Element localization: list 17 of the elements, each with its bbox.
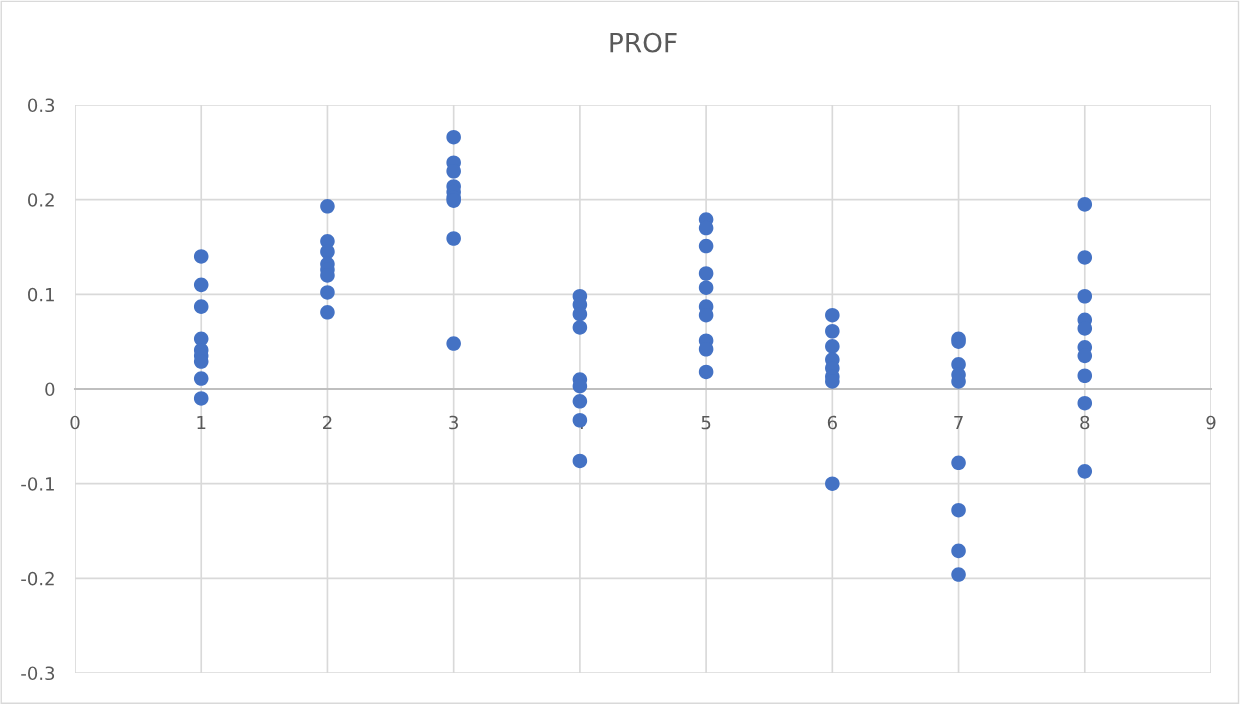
- x-tick-label: 2: [323, 415, 332, 430]
- x-tick-label: 0: [70, 415, 80, 430]
- y-tick-label: -0.2: [21, 571, 54, 586]
- x-tick-label: 6: [827, 415, 837, 430]
- x-tick-label: 9: [1206, 415, 1216, 430]
- x-tick-label: 7: [954, 415, 963, 430]
- y-tick-label: -0.3: [21, 666, 55, 681]
- x-tick-label: 8: [1080, 415, 1090, 430]
- y-tick-label: 0: [45, 382, 55, 397]
- x-tick-label: 1: [197, 415, 206, 430]
- y-tick-label: 0.2: [28, 193, 54, 207]
- y-tick-label: -0.1: [21, 477, 54, 491]
- x-tick-label: 5: [701, 415, 711, 430]
- y-tick-label: 0.3: [28, 98, 55, 113]
- y-tick-label: 0.1: [28, 287, 54, 302]
- x-tick-label: 3: [449, 415, 458, 430]
- chart-title: PROF: [610, 32, 677, 53]
